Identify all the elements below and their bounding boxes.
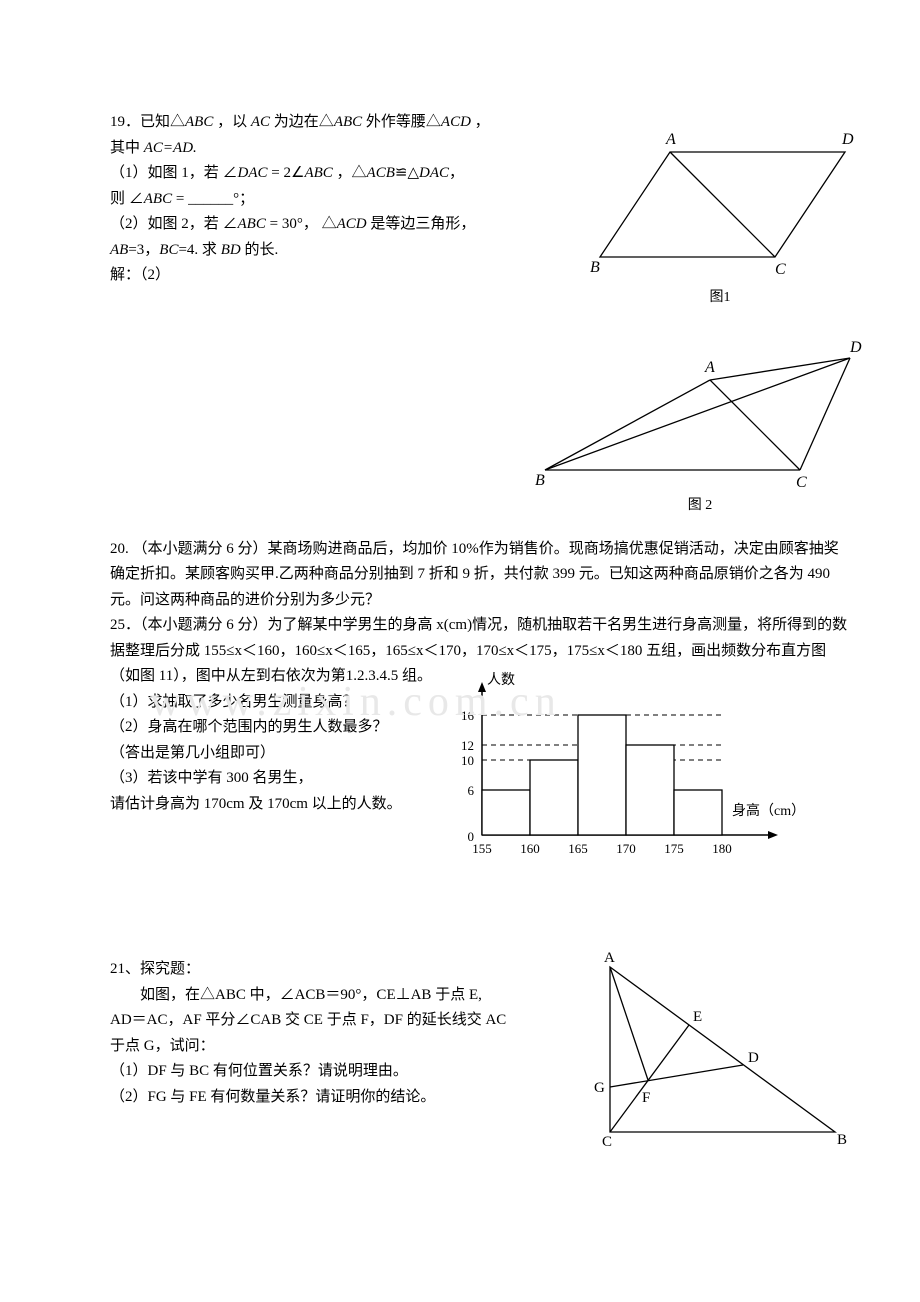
t: ACB [367,165,395,181]
q19-line1: 19．已知△ABC ，以 AC 为边在△ABC 外作等腰△ACD ， [110,110,590,136]
t: ACD [337,216,367,232]
q19-p1b: 则 ∠ABC = ______°； [110,187,590,213]
svg-text:160: 160 [520,841,540,856]
svg-text:10: 10 [461,753,474,768]
t: （2）如图 2，若 ∠ [110,216,238,232]
svg-text:165: 165 [568,841,588,856]
q21-l1: 如图，在△ABC 中，∠ACB＝90°，CE⊥AB 于点 E, [110,983,570,1009]
svg-text:16: 16 [461,708,475,723]
svg-text:身高（cm）: 身高（cm） [732,802,805,819]
q21-p2: （2）FG 与 FE 有何数量关系？请证明你的结论。 [110,1085,570,1111]
q19-text: 19．已知△ABC ，以 AC 为边在△ABC 外作等腰△ACD ， 其中 AC… [110,110,590,289]
t: ABC [144,191,172,207]
q19-line2: 其中 AC=AD. [110,136,590,162]
svg-text:170: 170 [616,841,636,856]
t: ABC [304,165,332,181]
pt-A: A [665,131,676,148]
histogram-svg: 人数61012160155160165170175180身高（cm） [412,670,812,870]
question-21: 21、探究题： 如图，在△ABC 中，∠ACB＝90°，CE⊥AB 于点 E, … [110,957,870,1150]
svg-text:155: 155 [472,841,492,856]
page: 19．已知△ABC ，以 AC 为边在△ABC 外作等腰△ACD ， 其中 AC… [0,0,920,1228]
svg-text:175: 175 [664,841,684,856]
t: DAC [419,165,449,181]
t: （1）如图 1，若 ∠ [110,165,238,181]
svg-text:6: 6 [467,783,474,798]
figure-2: A B C D 图 2 [530,340,870,518]
pt-B2: B [535,472,545,489]
t: BD [221,242,241,258]
t: 其中 [110,140,144,156]
pt-D2: D [849,340,862,356]
t: ， [449,165,464,181]
q19-p1: （1）如图 1，若 ∠DAC = 2∠ABC ，△ACB≌△DAC， [110,161,590,187]
pt-B: B [590,259,600,276]
t: 为边在△ [270,114,334,130]
pt-C2: C [796,474,807,490]
histogram: 人数61012160155160165170175180身高（cm） [412,670,812,880]
figure-1: A D B C 图1 [580,122,860,310]
t: =3， [128,242,159,258]
pt-B: B [837,1132,847,1148]
t: ， [471,114,490,130]
t: 的长. [241,242,279,258]
t: = ______°； [172,191,254,207]
pt-C: C [775,261,786,278]
q21-p1: （1）DF 与 BC 有何位置关系？请说明理由。 [110,1059,570,1085]
pt-F: F [642,1090,650,1106]
svg-text:人数: 人数 [487,672,515,688]
q25-p1: （1）求抽取了多少名男生测量身高？ [110,690,402,716]
t: ≌△ [395,165,419,181]
t: AC [251,114,270,130]
t: AC=AD. [144,140,197,156]
t: 19．已知△ [110,114,185,130]
t: = 2∠ [268,165,305,181]
pt-G: G [594,1080,605,1096]
t: BC [159,242,178,258]
svg-text:180: 180 [712,841,732,856]
t: ACD [441,114,471,130]
t: ABC [185,114,213,130]
t: AB [110,242,128,258]
svg-text:12: 12 [461,738,474,753]
pt-A: A [604,952,615,966]
t: =4. 求 [178,242,220,258]
t: 则 ∠ [110,191,144,207]
pt-D: D [841,131,854,148]
question-19: 19．已知△ABC ，以 AC 为边在△ABC 外作等腰△ACD ， 其中 AC… [110,110,870,519]
q25-p3: （3）若该中学有 300 名男生， [110,766,402,792]
fig2-label: 图 2 [530,494,870,518]
pt-C: C [602,1134,612,1150]
figure-q21: A B C D E F G [580,952,850,1152]
q19-p2: （2）如图 2，若 ∠ABC = 30°， △ACD 是等边三角形， [110,212,590,238]
fig1-label: 图1 [580,286,860,310]
pt-E: E [693,1009,702,1025]
t: DAC [238,165,268,181]
pt-D: D [748,1050,759,1066]
q21-text: 21、探究题： 如图，在△ABC 中，∠ACB＝90°，CE⊥AB 于点 E, … [110,957,570,1110]
q25-p2: （2）身高在哪个范围内的男生人数最多？ [110,715,402,741]
q25-p3b: 请估计身高为 170cm 及 170cm 以上的人数。 [110,792,402,818]
q20-text: 20. （本小题满分 6 分）某商场购进商品后，均加价 10%作为销售价。现商场… [110,537,850,614]
triangle-q21: A B C D E F G [580,952,850,1152]
parallelogram-diagram: A D B C [580,122,860,282]
t: = 30°， △ [266,216,337,232]
t: ABC [238,216,266,232]
t: 是等边三角形， [367,216,476,232]
q19-p2c: AB=3，BC=4. 求 BD 的长. [110,238,590,264]
question-20-25: www.zixin.com.cn 20. （本小题满分 6 分）某商场购进商品后… [110,537,870,880]
t: 外作等腰△ [362,114,441,130]
q25-subq: （1）求抽取了多少名男生测量身高？ （2）身高在哪个范围内的男生人数最多？ （答… [110,690,402,818]
t: ，△ [333,165,367,181]
t: ABC [334,114,362,130]
q21-title: 21、探究题： [110,957,570,983]
q21-l2: AD＝AC，AF 平分∠CAB 交 CE 于点 F，DF 的延长线交 AC [110,1008,570,1034]
triangle-diagram-2: A B C D [530,340,870,490]
q19-sol: 解：（2） [110,263,590,289]
pt-A2: A [704,359,715,376]
q25-p2b: （答出是第几小组即可） [110,741,402,767]
t: ，以 [213,114,251,130]
q21-l3: 于点 G，试问： [110,1034,570,1060]
